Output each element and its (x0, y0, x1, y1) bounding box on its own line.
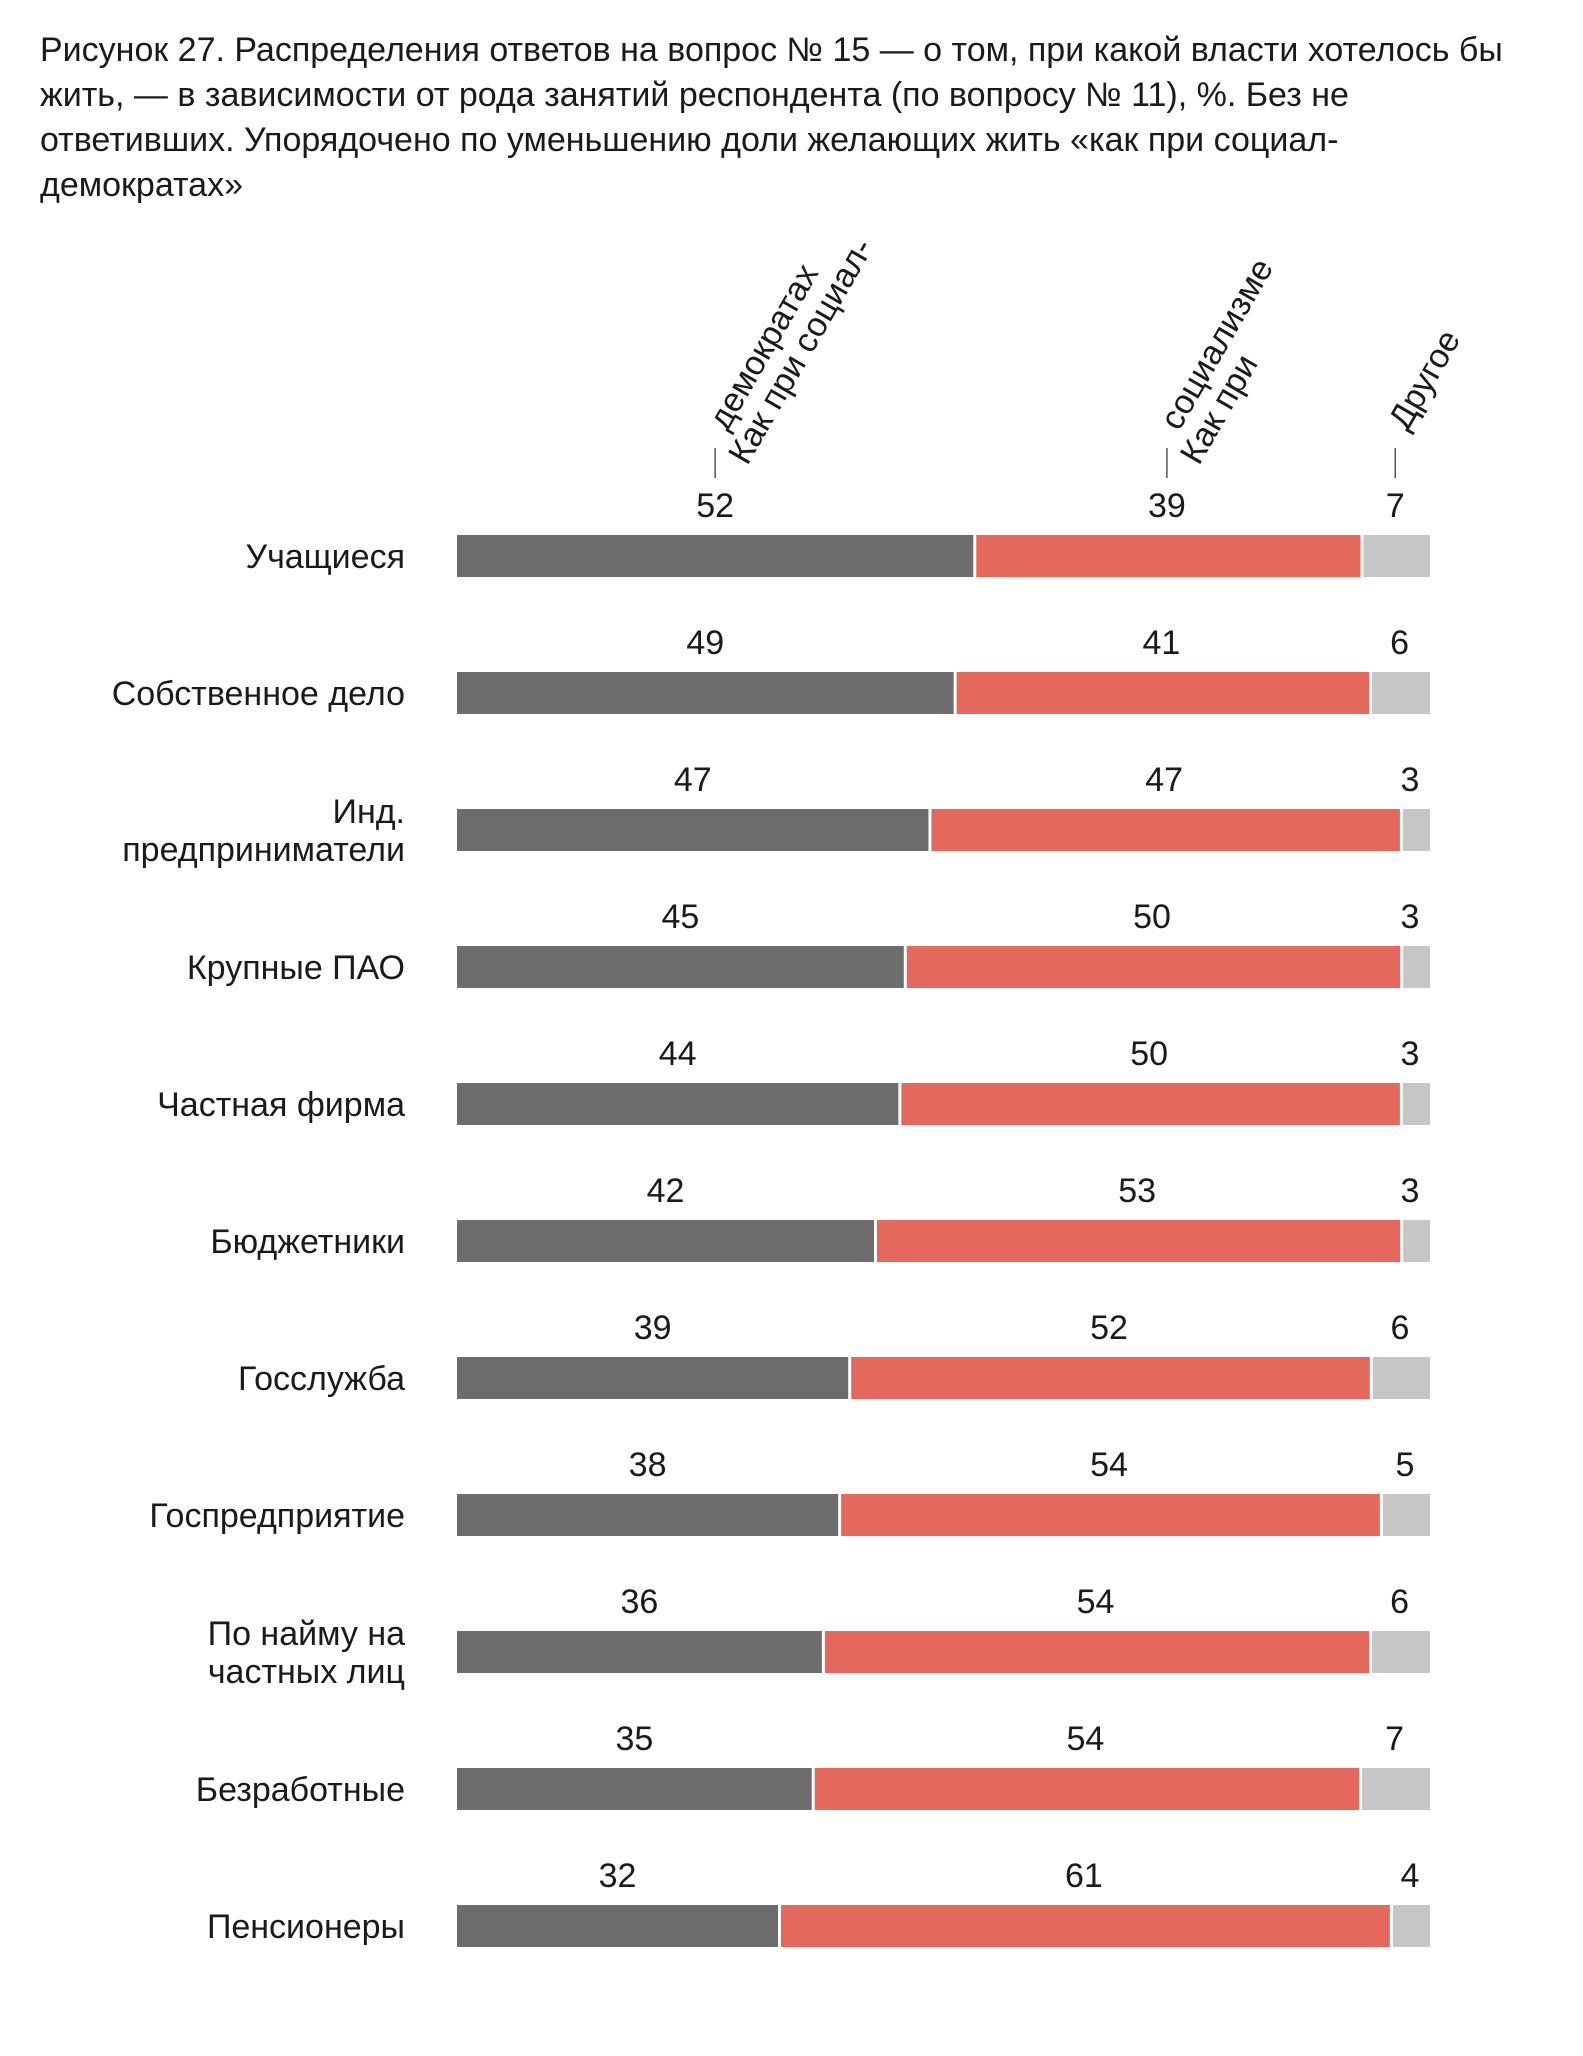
bar-segment (457, 1220, 874, 1262)
bar-segment (1392, 1905, 1430, 1947)
value-label: 3 (1401, 1172, 1420, 1210)
bar-segment (457, 1905, 778, 1947)
value-label: 54 (1090, 1446, 1128, 1484)
bar-segment (1403, 1220, 1430, 1262)
bar-segment (841, 1494, 1380, 1536)
bar-segment (1372, 1357, 1430, 1399)
value-label: 42 (647, 1172, 685, 1210)
bar-segment (901, 1083, 1400, 1125)
bar-segment (457, 1083, 899, 1125)
bar-segment (457, 672, 954, 714)
category-label: По найму на (208, 1615, 405, 1653)
value-label: 41 (1142, 624, 1180, 662)
value-label: 53 (1118, 1172, 1156, 1210)
bar-segment (457, 809, 929, 851)
value-label: 32 (599, 1857, 637, 1895)
category-label: Учащиеся (245, 538, 405, 576)
value-label: 5 (1395, 1446, 1414, 1484)
category-label: Частная фирма (157, 1086, 405, 1124)
bar-segment (1402, 809, 1430, 851)
bar-segment (1403, 946, 1430, 988)
value-label: 36 (621, 1583, 659, 1621)
value-label: 39 (634, 1309, 672, 1347)
bar-segment (1372, 672, 1430, 714)
value-label: 3 (1401, 1035, 1420, 1073)
bar-segment (1363, 535, 1430, 577)
category-label: Госслужба (238, 1360, 405, 1398)
chart-caption: Рисунок 27. Распределения ответов на воп… (40, 31, 1503, 204)
bar-segment (457, 1494, 839, 1536)
bar-segment (1372, 1631, 1430, 1673)
value-label: 38 (629, 1446, 667, 1484)
category-label: частных лиц (208, 1653, 405, 1691)
bar-segment (931, 809, 1400, 851)
value-label: 45 (661, 898, 699, 936)
value-label: 47 (1145, 761, 1183, 799)
value-label: 3 (1401, 898, 1420, 936)
bar-segment (1362, 1768, 1430, 1810)
bar-segment (956, 672, 1370, 714)
legend-label: Другое (1381, 323, 1468, 436)
category-label: Собственное дело (112, 675, 405, 713)
category-label: Пенсионеры (207, 1908, 405, 1946)
value-label: 39 (1148, 487, 1186, 525)
value-label: 52 (1090, 1309, 1128, 1347)
bar-segment (877, 1220, 1401, 1262)
bar-segment (457, 535, 974, 577)
category-label: Бюджетники (210, 1223, 405, 1261)
value-label: 44 (659, 1035, 697, 1073)
bar-segment (824, 1631, 1370, 1673)
bar-segment (457, 946, 904, 988)
bar-segment (457, 1768, 812, 1810)
category-label: Безработные (196, 1771, 405, 1809)
bar-segment (976, 535, 1361, 577)
value-label: 61 (1065, 1857, 1103, 1895)
bar-segment (1402, 1083, 1430, 1125)
value-label: 52 (696, 487, 734, 525)
bar-segment (851, 1357, 1370, 1399)
value-label: 54 (1077, 1583, 1115, 1621)
category-label: Госпредприятие (149, 1497, 405, 1535)
value-label: 7 (1386, 487, 1405, 525)
value-label: 6 (1390, 1583, 1409, 1621)
value-label: 6 (1390, 1309, 1409, 1347)
value-label: 49 (686, 624, 724, 662)
value-label: 50 (1130, 1035, 1168, 1073)
value-label: 4 (1400, 1857, 1419, 1895)
value-label: 6 (1390, 624, 1409, 662)
bar-segment (814, 1768, 1360, 1810)
value-label: 54 (1066, 1720, 1104, 1758)
value-label: 50 (1133, 898, 1171, 936)
bar-segment (906, 946, 1401, 988)
bar-segment (457, 1631, 822, 1673)
category-label: Инд. (333, 793, 406, 831)
category-label: Крупные ПАО (187, 949, 405, 987)
value-label: 35 (615, 1720, 653, 1758)
bar-segment (457, 1357, 849, 1399)
value-label: 7 (1385, 1720, 1404, 1758)
value-label: 3 (1401, 761, 1420, 799)
value-label: 47 (674, 761, 712, 799)
category-label: предприниматели (122, 831, 405, 869)
bar-segment (1382, 1494, 1430, 1536)
bar-segment (780, 1905, 1390, 1947)
